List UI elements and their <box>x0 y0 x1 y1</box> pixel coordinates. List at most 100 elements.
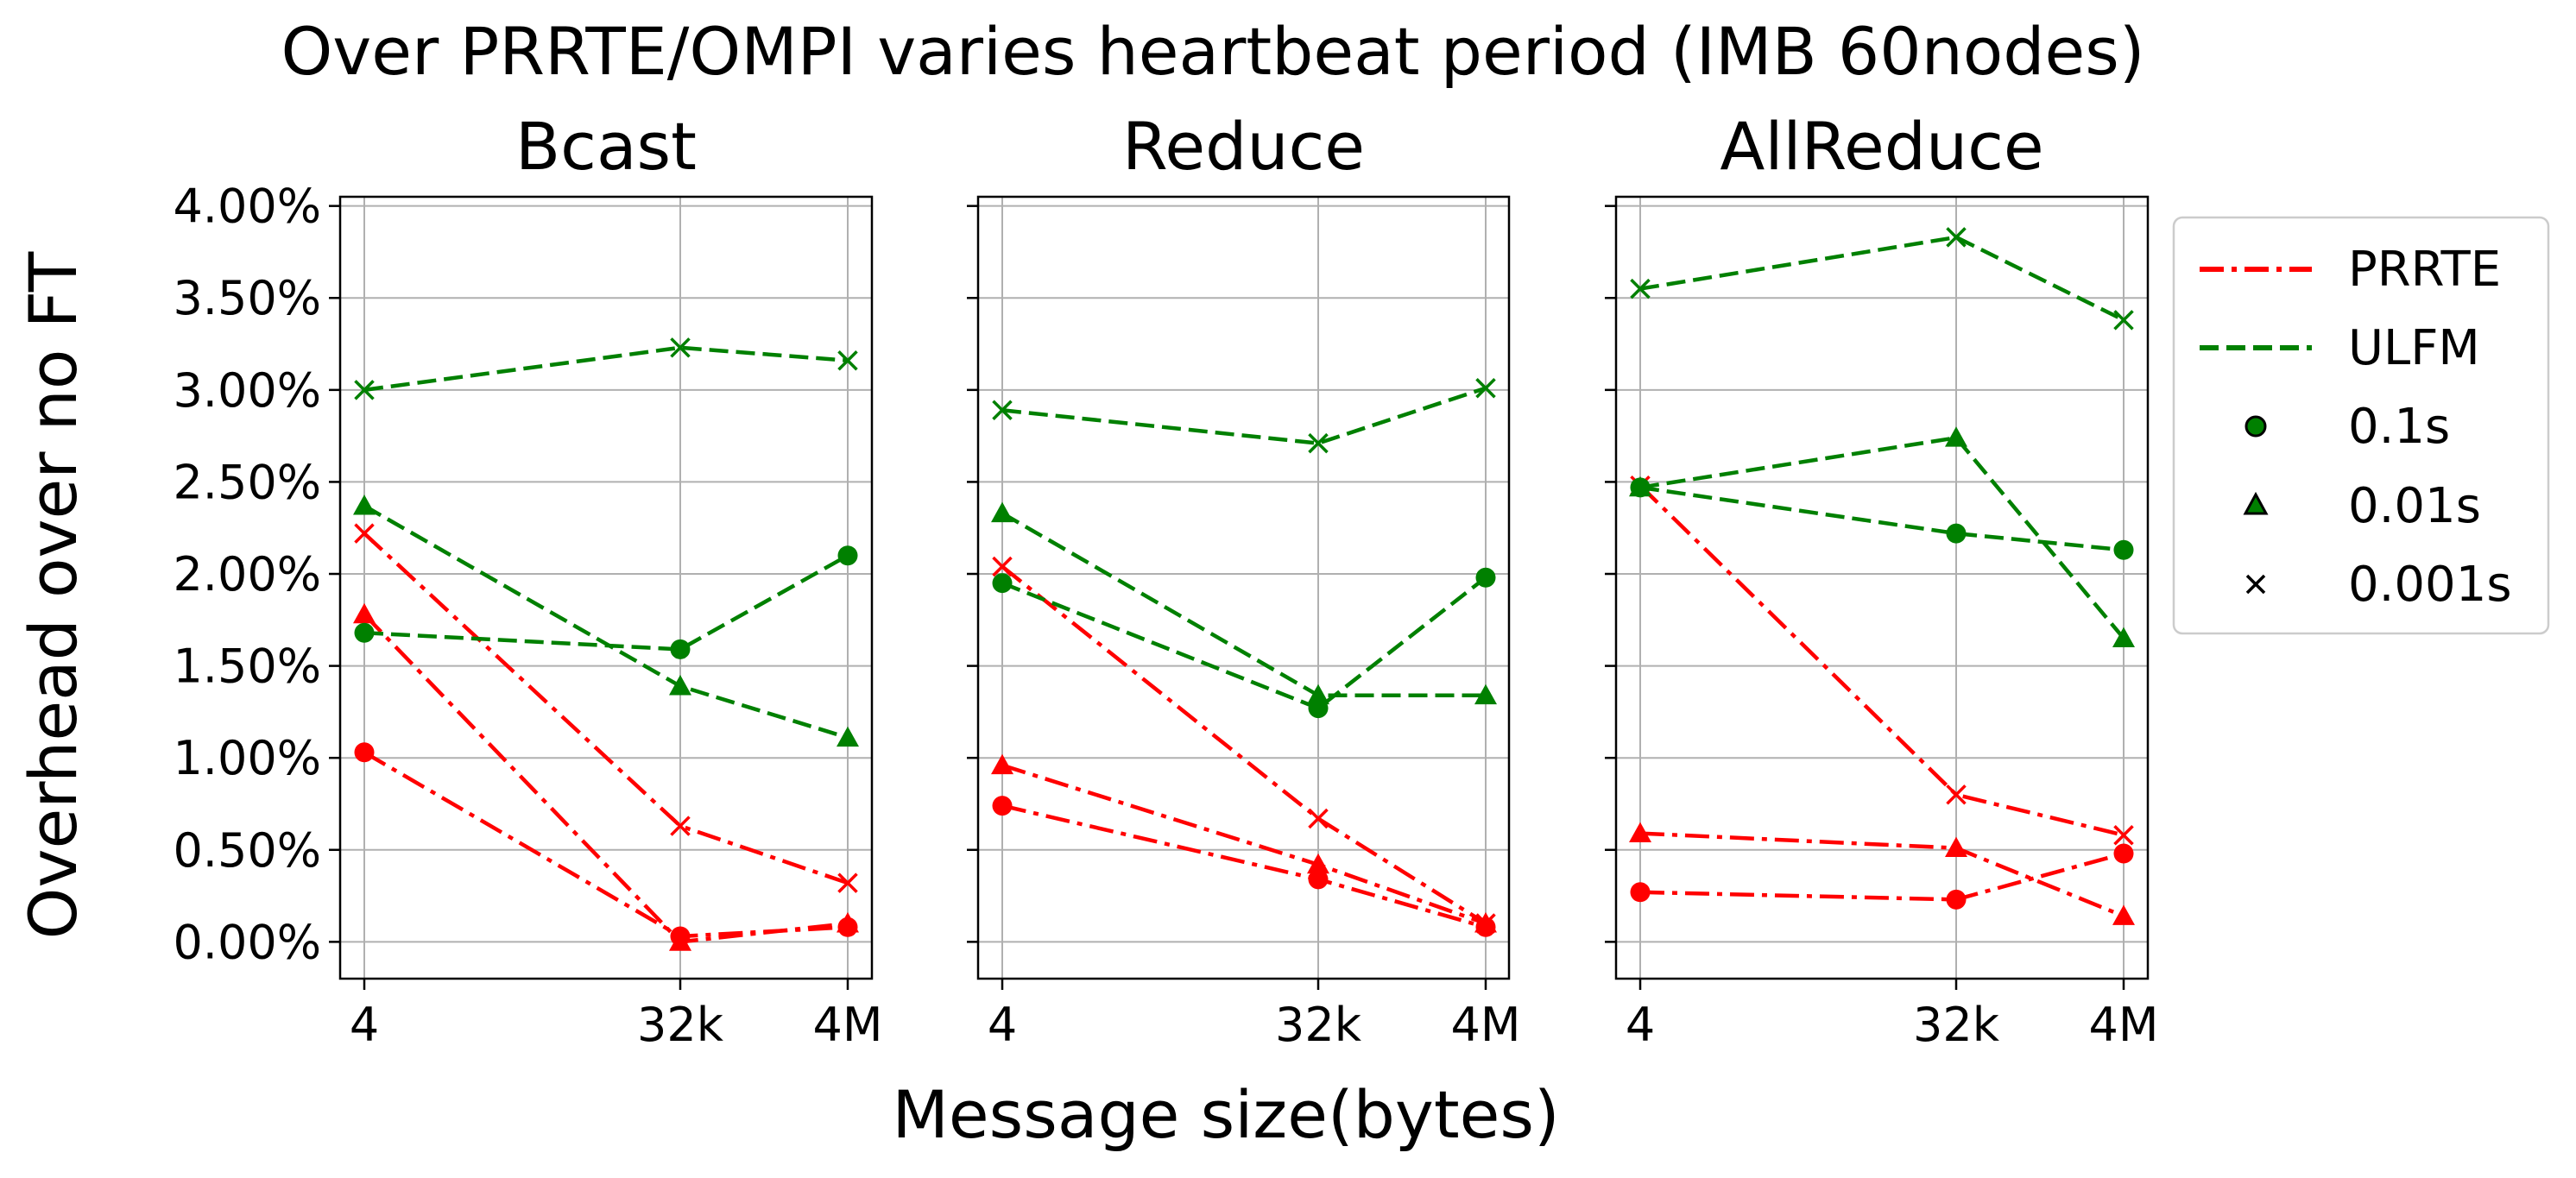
series-ulfm-x <box>1630 227 2134 331</box>
legend-triangle-marker <box>2243 491 2269 515</box>
legend-entry-ulfm: ULFM <box>2200 320 2480 376</box>
legend-label-0-01s: 0.01s <box>2348 478 2481 534</box>
legend-entry-prrte: PRRTE <box>2200 242 2501 298</box>
series-ulfm-circle-line <box>363 553 849 652</box>
series-prrte-triangle-point <box>991 753 1013 775</box>
x-tick-label: 4 <box>1626 998 1655 1052</box>
series-ulfm-circle-point <box>1946 523 1967 544</box>
x-tick-label: 32k <box>1913 998 2000 1052</box>
series-ulfm-circle-point <box>670 639 691 659</box>
series-prrte-x-point <box>837 872 858 893</box>
y-tick-label: 0.00% <box>173 915 321 969</box>
series-ulfm-triangle <box>1629 426 2135 648</box>
series-ulfm-triangle <box>353 495 859 747</box>
y-tick-label: 3.50% <box>173 271 321 325</box>
series-prrte-x <box>992 556 1496 934</box>
series-prrte-circle-point <box>1946 889 1967 910</box>
legend-entry-0-1s: 0.1s <box>2245 399 2450 455</box>
x-tick-label: 32k <box>1275 998 1362 1052</box>
series-prrte-x-line <box>363 532 849 885</box>
series-ulfm-x <box>992 377 1496 454</box>
series-ulfm-circle-point <box>2113 539 2134 560</box>
series-prrte-x <box>354 523 858 893</box>
x-tick-label: 4 <box>988 998 1017 1052</box>
series-ulfm-x-point <box>2113 310 2134 331</box>
x-axis-label: Message size(bytes) <box>892 1076 1559 1153</box>
y-tick-label: 4.00% <box>173 180 321 234</box>
series-ulfm-triangle <box>991 501 1497 705</box>
series-ulfm-triangle-point <box>1307 683 1329 705</box>
series-prrte-x-line <box>1638 484 2125 837</box>
series-ulfm-triangle-line <box>1639 435 2125 640</box>
series-prrte-triangle-point <box>1629 822 1651 842</box>
panel-reduce: 4 32k 4M Reduce <box>967 108 1520 1052</box>
series-prrte-circle-point <box>1630 882 1651 903</box>
series-ulfm-circle <box>992 567 1496 719</box>
series-ulfm-circle-point <box>837 545 858 566</box>
series-ulfm-circle <box>354 545 858 659</box>
y-tick-label: 3.00% <box>173 363 321 418</box>
legend-entry-0-001s: 0.001s <box>2245 557 2512 613</box>
x-tick-label: 4M <box>813 998 883 1052</box>
series-ulfm-triangle-point <box>1945 426 1967 447</box>
series-ulfm-triangle-point <box>837 726 859 747</box>
x-tick-label: 4M <box>1451 998 1521 1052</box>
series-ulfm-x-point <box>1308 432 1329 454</box>
series-ulfm-x-line <box>363 345 849 393</box>
series-prrte-x-point <box>992 556 1013 577</box>
series-ulfm-triangle-point <box>669 675 691 696</box>
series-ulfm-circle-point <box>354 622 375 643</box>
series-ulfm-x-point <box>354 380 375 400</box>
legend-label-prrte: PRRTE <box>2348 242 2501 298</box>
series-prrte-x-point <box>2113 824 2134 846</box>
series-prrte-triangle-point <box>1307 853 1329 874</box>
series-prrte-circle-point <box>354 742 375 763</box>
plot-frame <box>1614 195 2150 980</box>
panel-allreduce: 4 32k 4M AllReduce <box>1605 108 2158 1052</box>
series-prrte-triangle <box>353 602 859 951</box>
x-tick-label: 4 <box>350 998 379 1052</box>
series-prrte-triangle-point <box>353 602 376 624</box>
series-ulfm-x-point <box>1630 278 1651 299</box>
series-prrte-circle-point <box>2113 843 2134 864</box>
series-prrte-circle-point <box>1308 869 1329 890</box>
series-ulfm-triangle-point <box>1629 476 1651 497</box>
series-prrte-triangle-point <box>2112 904 2135 925</box>
legend-x-marker <box>2245 574 2266 595</box>
plot-frame <box>976 195 1511 980</box>
legend-circle-marker <box>2245 415 2267 438</box>
series-ulfm-circle-point <box>1475 567 1496 588</box>
series-prrte-x-point <box>1308 808 1329 829</box>
y-tick-label: 0.50% <box>173 823 321 878</box>
series-ulfm-triangle-point <box>1474 683 1497 705</box>
series-prrte-triangle <box>1629 822 2135 925</box>
series-ulfm-triangle-point <box>991 501 1013 523</box>
panel-title: AllReduce <box>1720 108 2043 185</box>
series-ulfm-x-point <box>1946 227 1967 248</box>
series-prrte-x-point <box>1475 913 1496 934</box>
legend-frame <box>2172 216 2550 635</box>
series-prrte-x-point <box>1946 784 1967 805</box>
x-tick-label: 32k <box>637 998 724 1052</box>
panel-bcast: 0.00% 0.50% 1.00% 1.50% 2.00% 2.50% 3.00% 3.50%… <box>173 108 882 1052</box>
y-tick-label: 2.50% <box>173 455 321 509</box>
legend-entry-0-01s: 0.01s <box>2243 478 2481 534</box>
series-ulfm-x-point <box>1475 377 1496 399</box>
panel-title: Bcast <box>515 108 697 185</box>
x-tick-label: 4M <box>2089 998 2159 1052</box>
legend: PRRTE ULFM 0.1s 0.01s 0.001s <box>2172 216 2550 635</box>
y-tick-label: 1.50% <box>173 639 321 694</box>
series-prrte-circle-point <box>992 796 1013 816</box>
series-prrte-circle <box>1630 843 2134 910</box>
series-ulfm-triangle-point <box>353 495 376 515</box>
series-prrte-x-point <box>670 816 691 836</box>
series-ulfm-x-line <box>1001 386 1487 445</box>
legend-label-0-1s: 0.1s <box>2348 399 2450 455</box>
legend-label-ulfm: ULFM <box>2348 320 2480 376</box>
series-ulfm-x-line <box>1639 235 2125 322</box>
series-ulfm-circle-point <box>992 573 1013 594</box>
series-prrte-triangle-point <box>1945 836 1967 858</box>
series-ulfm-triangle-point <box>2112 627 2135 648</box>
series-ulfm-circle-line <box>1639 485 2125 552</box>
